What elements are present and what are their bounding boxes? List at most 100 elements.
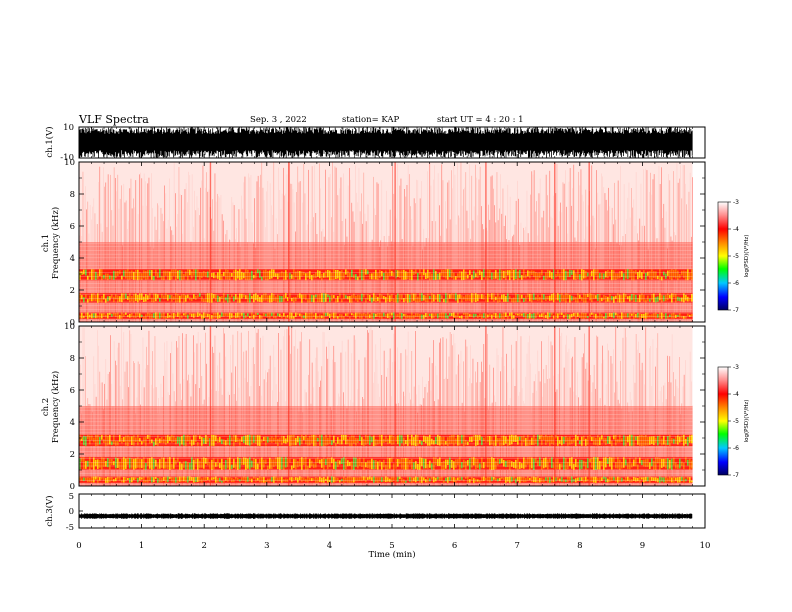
spectrogram-band-cell: [601, 477, 603, 481]
spectrogram-column: [681, 198, 683, 322]
spectrogram-band-cell: [585, 461, 587, 470]
spectrogram-band-cell: [275, 457, 277, 466]
spectrogram-band-cell: [247, 458, 249, 469]
spectrogram-column: [356, 411, 357, 486]
spectrogram-band-cell: [303, 436, 305, 441]
spectrogram-band-cell: [551, 457, 553, 468]
spectrogram-band-cell: [635, 477, 637, 482]
spectrogram-column: [400, 353, 402, 486]
spectrogram-band-cell: [507, 438, 509, 446]
spectrogram-column: [508, 240, 510, 322]
spectrogram-column: [412, 246, 414, 322]
spectrogram-band-cell: [111, 441, 113, 446]
spectrogram-band-cell: [101, 477, 103, 480]
spectrogram-band-cell: [445, 441, 447, 445]
spectrogram-band-cell: [309, 271, 311, 279]
spectrogram-column: [659, 184, 661, 322]
spectrogram-band-cell: [231, 437, 233, 442]
spectrogram-column: [603, 359, 605, 486]
spectrogram-band-cell: [255, 312, 257, 318]
spectrogram-band-cell: [539, 272, 541, 278]
spectrogram-band-cell: [217, 478, 219, 483]
spectrogram-band-cell: [235, 312, 237, 319]
spectrogram-band-cell: [323, 293, 325, 303]
spectrogram-band-cell: [635, 457, 637, 467]
spectrogram-column: [549, 378, 551, 486]
spectrogram-band-cell: [645, 459, 647, 467]
spectrogram-column: [675, 379, 677, 486]
spectrogram-band-cell: [415, 461, 417, 469]
spectrogram-band-cell: [533, 313, 535, 319]
spectrogram-band-cell: [311, 274, 313, 281]
spectrogram-band-cell: [339, 480, 341, 483]
spectrogram-band-cell: [327, 270, 329, 278]
spectrogram-band-cell: [477, 294, 479, 302]
spectrogram-band-cell: [621, 438, 623, 442]
spectrogram-band-cell: [465, 476, 467, 479]
spectrogram-band-cell: [685, 315, 687, 319]
spectrogram-band-cell: [503, 294, 505, 302]
spectrogram-band-cell: [547, 296, 549, 300]
spectrogram-column: [311, 362, 313, 486]
spectrogram-column: [251, 348, 253, 486]
spectrogram-band-cell: [603, 294, 605, 301]
spectrogram-band-cell: [549, 458, 551, 463]
spectrogram-band-cell: [293, 458, 295, 469]
spectrogram-band-cell: [187, 435, 189, 442]
spectrogram-band-cell: [655, 297, 657, 303]
spectrogram-band-cell: [667, 315, 669, 319]
spectrogram-column: [319, 163, 320, 322]
spectrogram-band-cell: [387, 313, 389, 318]
spectrogram-band-cell: [333, 269, 335, 281]
spectrogram-band-cell: [215, 476, 217, 483]
spectrogram-band-cell: [641, 272, 643, 279]
spectrogram-band-cell: [113, 435, 115, 445]
spectrogram-band-cell: [605, 313, 607, 319]
spectrogram-band-cell: [373, 293, 375, 302]
spectrogram-column: [154, 336, 156, 486]
spectrogram-band-cell: [461, 476, 463, 481]
spectrogram-column: [92, 412, 93, 486]
spectrogram-column: [661, 167, 662, 322]
spectrogram-band-cell: [459, 457, 461, 470]
spectrogram-band-cell: [533, 293, 535, 301]
spectrogram-band-cell: [381, 313, 383, 319]
spectrogram-column: [185, 334, 187, 486]
spectrogram-band-cell: [283, 458, 285, 470]
spectrogram-band-cell: [551, 312, 553, 316]
spectrogram-band-cell: [107, 436, 109, 446]
spectrogram-column: [581, 357, 583, 486]
spectrogram-band-cell: [523, 297, 525, 302]
spectrogram-band-cell: [607, 312, 609, 318]
spectrogram-band-cell: [649, 271, 651, 279]
spectrogram-band-cell: [309, 435, 311, 446]
spectrogram-column: [260, 174, 261, 322]
spectrogram-band-cell: [311, 434, 313, 444]
spectrogram-column: [129, 330, 131, 486]
spectrogram-band-cell: [407, 476, 409, 481]
spectrogram-band-cell: [629, 478, 631, 483]
spectrogram-band-cell: [333, 458, 335, 469]
spectrogram-column: [598, 204, 600, 322]
spectrogram-band-cell: [357, 438, 359, 443]
spectrogram-band-cell: [459, 315, 461, 318]
spectrogram-band-cell: [411, 269, 413, 281]
spectrogram-band-cell: [639, 476, 641, 483]
spectrogram-band-cell: [159, 438, 161, 444]
spectrogram-band-cell: [105, 477, 107, 483]
spectrogram-column: [544, 383, 546, 486]
spectrogram-band-cell: [185, 476, 187, 483]
spectrogram-band-cell: [373, 435, 375, 446]
spectrogram-band-cell: [335, 442, 337, 446]
spectrogram-band-cell: [483, 476, 485, 482]
spectrogram-band-cell: [199, 460, 201, 469]
spectrogram-band-cell: [85, 312, 87, 317]
spectrogram-band-cell: [125, 312, 127, 315]
spectrogram-band-cell: [357, 312, 359, 317]
spectrogram-band-cell: [653, 436, 655, 446]
spectrogram-column: [379, 246, 380, 322]
spectrogram-band-cell: [107, 458, 109, 468]
spectrogram-column: [613, 349, 614, 486]
spectrogram-band-cell: [331, 313, 333, 317]
spectrogram-column: [113, 167, 115, 322]
